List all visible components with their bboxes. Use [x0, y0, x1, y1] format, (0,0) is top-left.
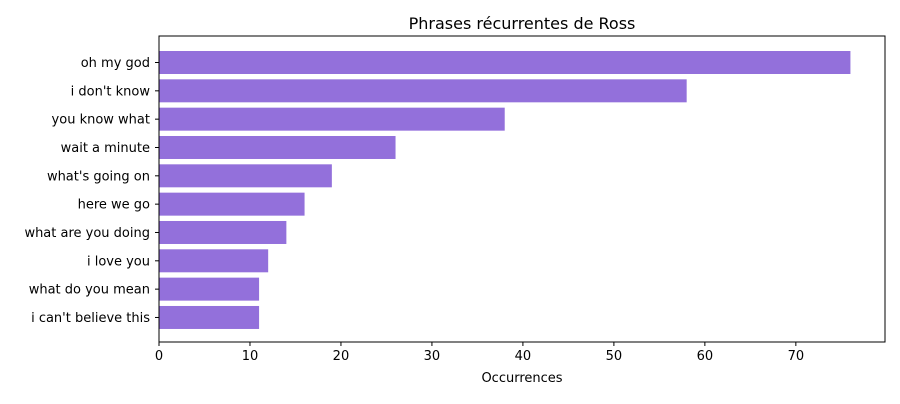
y-tick-label: i can't believe this: [31, 311, 150, 326]
bar: [159, 249, 269, 273]
bar: [159, 164, 332, 188]
x-axis-label: Occurrences: [481, 371, 562, 386]
y-tick-label: here we go: [78, 198, 150, 213]
y-axis: oh my god i don't know you know what wait a…: [24, 56, 159, 326]
y-tick-label: what's going on: [47, 169, 150, 184]
y-tick-label: what are you doing: [24, 226, 150, 241]
bar: [159, 277, 260, 301]
plot-frame: [158, 35, 886, 343]
x-tick-label: 10: [242, 349, 259, 364]
bar: [159, 220, 287, 244]
y-tick-label: i don't know: [71, 84, 151, 99]
bar: [159, 192, 305, 216]
x-tick-label: 20: [333, 349, 350, 364]
bar: [159, 79, 687, 103]
x-tick-label: 40: [515, 349, 532, 364]
x-tick-label: 50: [606, 349, 623, 364]
bar: [159, 135, 396, 159]
x-tick-label: 70: [788, 349, 805, 364]
chart-title: Phrases récurrentes de Ross: [409, 14, 636, 33]
bar: [159, 305, 260, 329]
bar: [159, 51, 851, 74]
bar: [159, 107, 505, 131]
x-tick-label: 0: [155, 349, 163, 364]
x-tick-label: 60: [697, 349, 714, 364]
y-tick-label: oh my god: [81, 56, 150, 71]
x-tick-label: 30: [424, 349, 441, 364]
y-tick-label: what do you mean: [29, 283, 150, 298]
y-tick-label: wait a minute: [61, 141, 150, 156]
x-axis: 0 10 20 30 40 50 60 70: [155, 342, 804, 364]
y-tick-label: you know what: [52, 113, 150, 128]
y-tick-label: i love you: [87, 254, 150, 269]
bars-layer: [159, 51, 851, 329]
